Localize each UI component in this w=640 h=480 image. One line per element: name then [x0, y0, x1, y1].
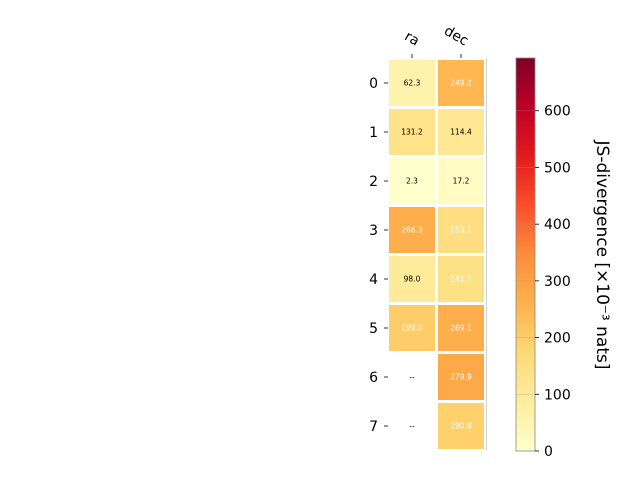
colorbar-tick-label: 100: [544, 387, 571, 403]
colorbar: 0 100 200 300 400 500 600 JS-divergence [×10⁻³ …: [515, 57, 612, 460]
y-tick-label: 2: [369, 174, 378, 190]
heatmap-cell: [389, 60, 435, 106]
y-axis-ticks: 0 1 2 3 4 5 6 7: [369, 76, 388, 435]
y-tick-label: 0: [369, 76, 378, 92]
y-tick-label: 3: [369, 223, 378, 239]
heatmap-cells: 62.3 249.2 131.2 114.4 2.3 17.2 266.3 153.1 98.0…: [389, 58, 487, 450]
cell-value-label: 279.9: [450, 373, 472, 382]
cell-value-label: 249.2: [450, 79, 472, 88]
heatmap-cell: [438, 158, 484, 204]
cell-value-label: 114.4: [450, 128, 472, 137]
colorbar-label: JS-divergence [×10⁻³ nats]: [592, 140, 612, 370]
heatmap-cell: [438, 207, 484, 253]
colorbar-gradient: [515, 57, 536, 452]
cell-value-label: --: [409, 422, 415, 431]
cell-value-label: --: [409, 373, 415, 382]
heatmap-cell: [438, 256, 484, 302]
heatmap-cell: [389, 256, 435, 302]
colorbar-tick-label: 300: [544, 274, 571, 290]
cell-value-label: 153.1: [450, 226, 472, 235]
cell-value-label: 62.3: [404, 79, 421, 88]
heatmap-cell: [389, 207, 435, 253]
colorbar-tick-label: 0: [544, 444, 553, 460]
cell-value-label: 141.7: [450, 275, 472, 284]
y-tick-label: 5: [369, 321, 378, 337]
cell-value-label: 2.3: [406, 177, 418, 186]
x-axis-ticks: ra dec: [402, 23, 471, 58]
y-tick-label: 1: [369, 125, 378, 141]
heatmap-cell: [438, 354, 484, 400]
heatmap-cell: [438, 403, 484, 449]
cell-value-label: 98.0: [404, 275, 421, 284]
cell-value-label: 190.8: [450, 422, 472, 431]
colorbar-tick-label: 500: [544, 160, 571, 176]
y-tick-label: 6: [369, 370, 378, 386]
x-tick-label: dec: [441, 23, 471, 49]
cell-value-label: 131.2: [401, 128, 423, 137]
cell-value-label: 269.1: [450, 324, 472, 333]
y-tick-label: 4: [369, 272, 378, 288]
colorbar-tick-label: 200: [544, 331, 571, 347]
heatmap-cell: [438, 305, 484, 351]
x-tick-label: ra: [402, 28, 422, 49]
heatmap-cell: [438, 109, 484, 155]
heatmap-cell: [389, 109, 435, 155]
cell-value-label: 266.3: [401, 226, 423, 235]
cell-value-label: 17.2: [453, 177, 470, 186]
heatmap-cell: [389, 158, 435, 204]
cell-value-label: 199.0: [401, 324, 423, 333]
heatmap-cell: [389, 305, 435, 351]
colorbar-tick-label: 600: [544, 104, 571, 120]
heatmap-cell: [438, 60, 484, 106]
y-tick-label: 7: [369, 419, 378, 435]
colorbar-tick-label: 400: [544, 217, 571, 233]
